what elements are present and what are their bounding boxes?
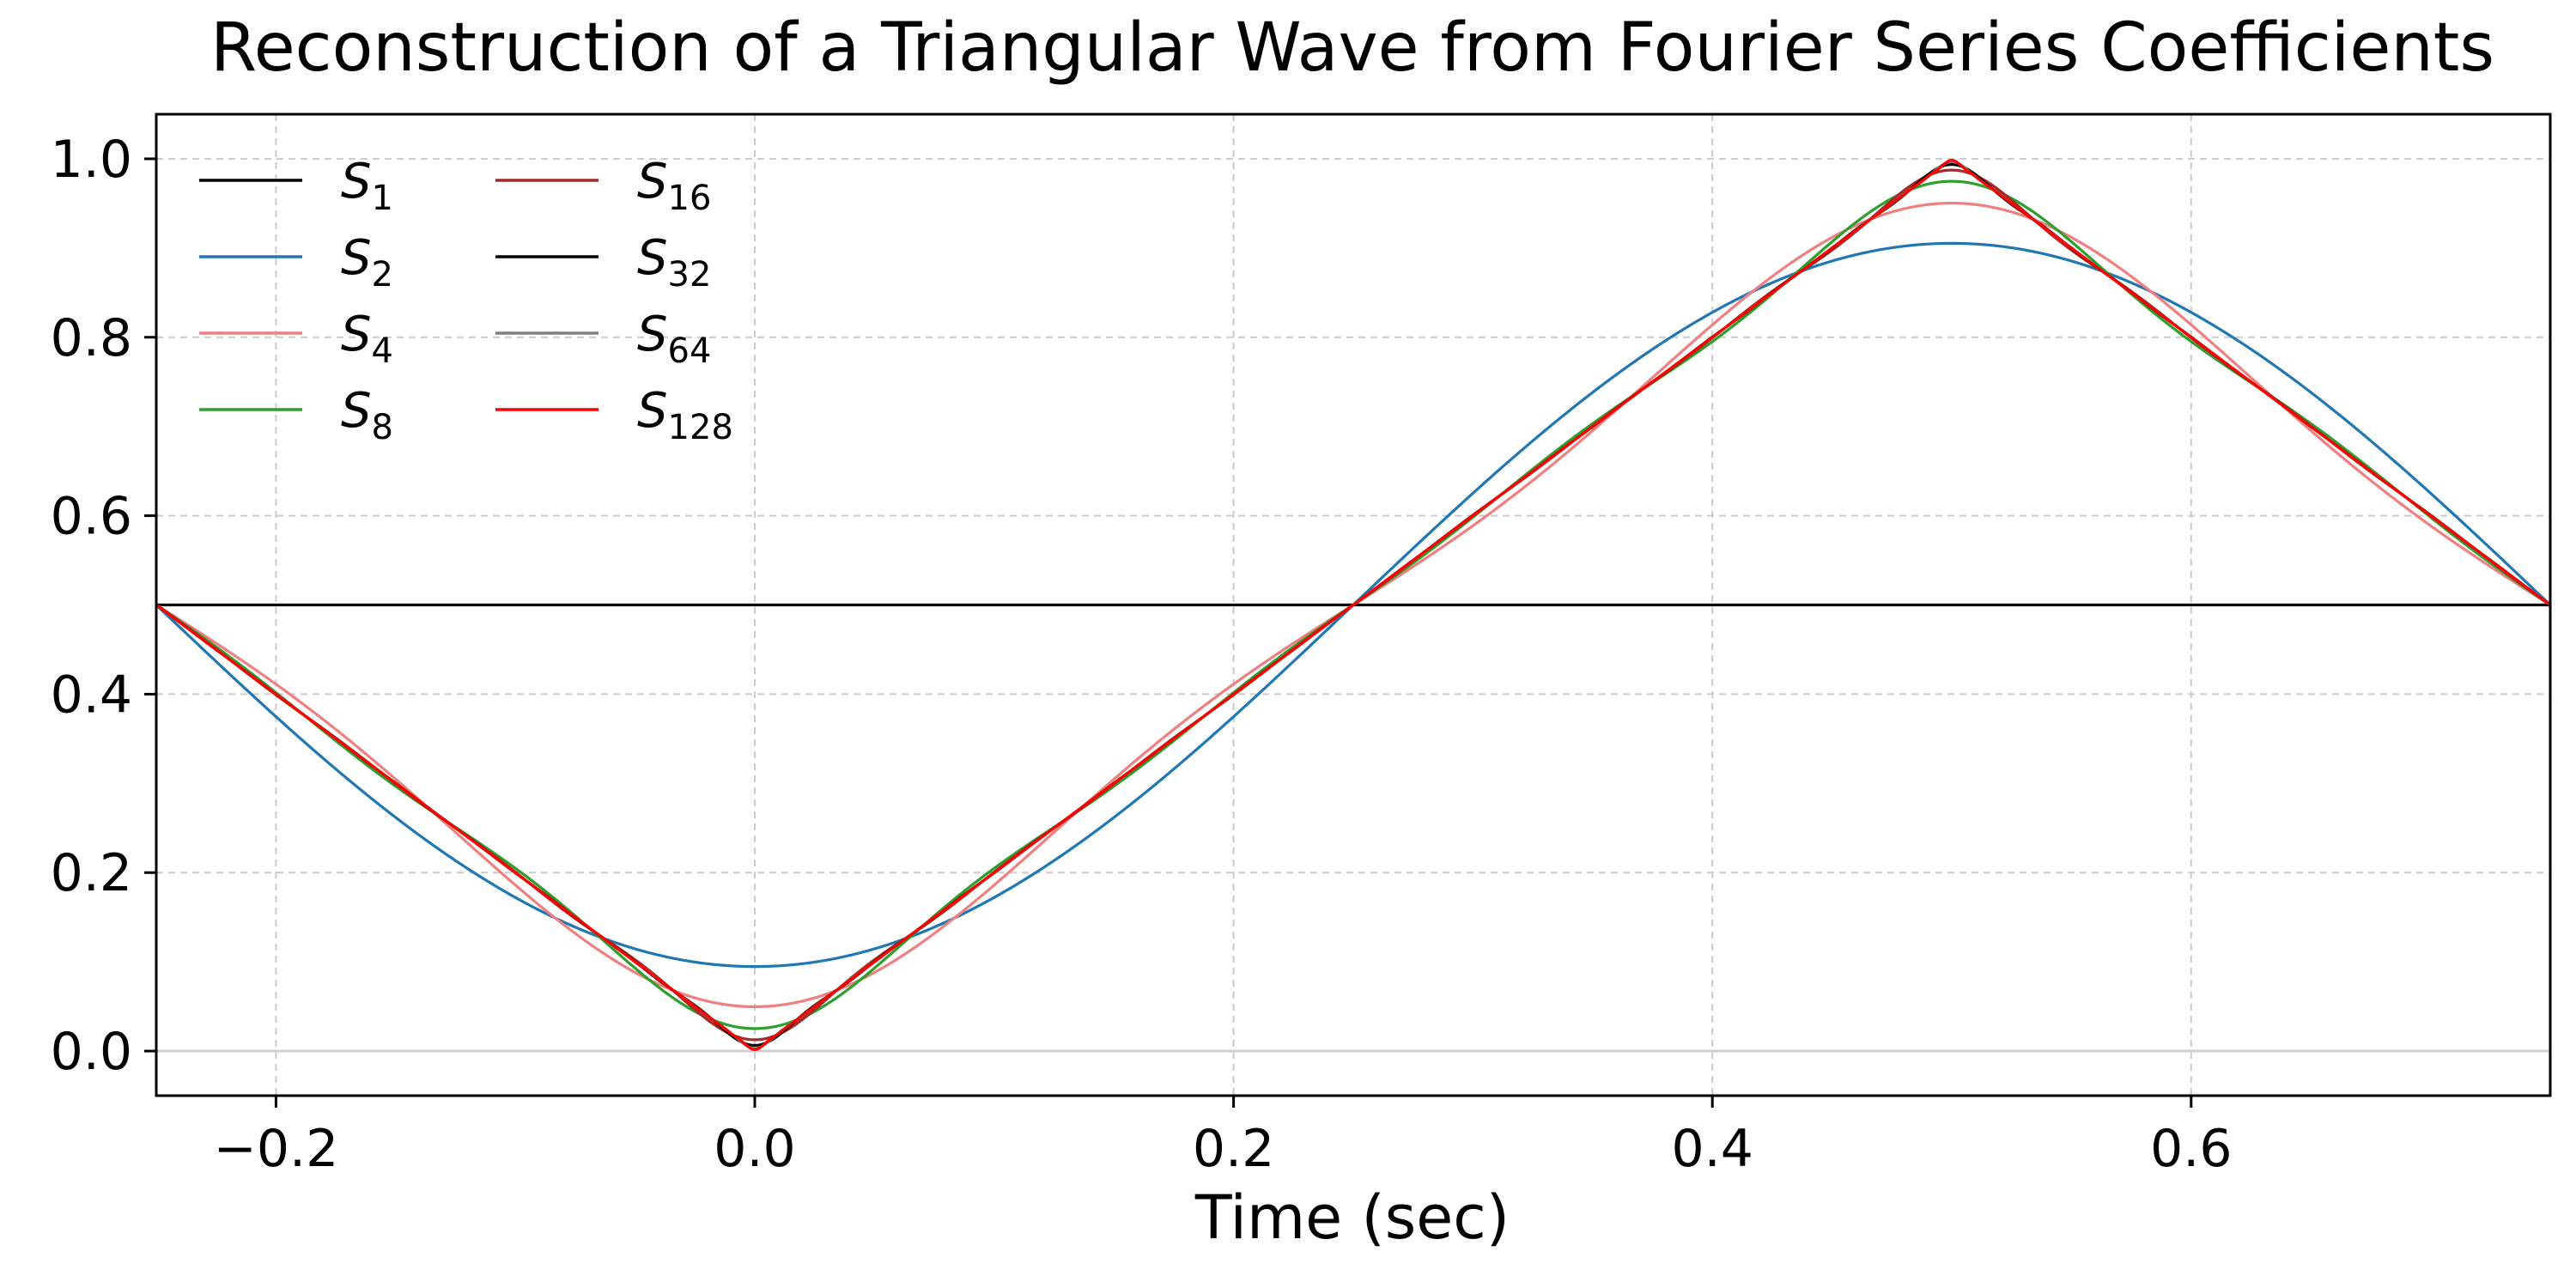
y-tick-label: 0.0 [51,1022,132,1082]
y-tick-label: 0.6 [51,487,132,547]
legend: S1 S2 S4 S8 S16 S32 S64 S128 [199,154,733,447]
x-axis-ticks: −0.2 0.0 0.2 0.4 0.6 [214,1096,2233,1179]
legend-label-s2: S2 [341,230,393,295]
legend-label-s16: S16 [637,154,711,218]
plot-frame [155,112,2552,1097]
y-tick-label: 1.0 [51,130,132,190]
legend-label-s32: S32 [637,230,711,295]
legend-label-s64: S64 [637,307,711,371]
series-line-s128 [155,159,2551,1051]
y-tick-label: 0.2 [51,843,132,903]
x-tick-label: −0.2 [214,1119,339,1179]
legend-label-s8: S8 [341,383,393,447]
y-axis-ticks: 0.0 0.2 0.4 0.6 0.8 1.0 [51,130,156,1082]
chart-title: Reconstruction of a Triangular Wave from… [210,9,2494,87]
x-tick-label: 0.6 [2150,1119,2232,1179]
series-layer [155,159,2552,1051]
x-tick-label: 0.4 [1671,1119,1753,1179]
y-tick-label: 0.8 [51,308,132,368]
x-tick-label: 0.2 [1193,1119,1274,1179]
legend-label-s4: S4 [341,307,393,371]
x-tick-label: 0.0 [714,1119,795,1179]
legend-label-s1: S1 [341,154,393,218]
legend-label-s128: S128 [637,383,733,447]
y-tick-label: 0.4 [51,665,132,725]
x-axis-label: Time (sec) [1194,1182,1510,1253]
